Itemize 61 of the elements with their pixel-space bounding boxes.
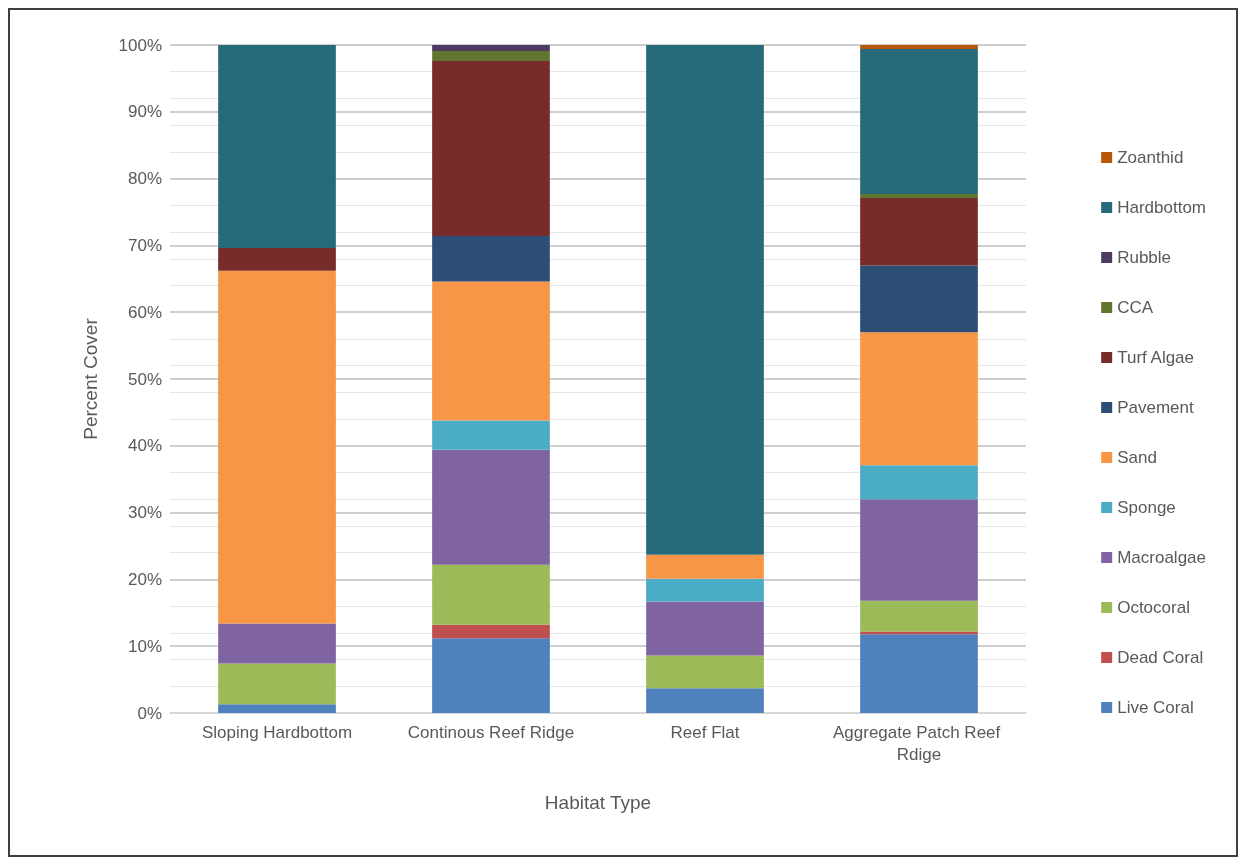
x-tick-label: Reef Flat <box>670 722 740 742</box>
bar <box>432 420 550 450</box>
x-tick-label: Sloping Hardbottom <box>201 722 353 742</box>
legend-label: Sponge <box>1117 498 1176 517</box>
bar <box>646 578 764 602</box>
bar <box>432 638 550 713</box>
bar <box>860 634 978 713</box>
y-tick-label: 50% <box>127 369 162 389</box>
bar <box>860 45 978 50</box>
y-tick-label: 30% <box>127 503 162 523</box>
y-tick-label: 10% <box>127 636 162 656</box>
y-tick-label: 100% <box>118 35 162 55</box>
y-tick-label: 70% <box>127 235 162 255</box>
bar <box>646 45 764 555</box>
bar <box>860 465 978 500</box>
bar <box>432 61 550 237</box>
y-tick-label: 80% <box>127 169 162 189</box>
y-tick-label: 40% <box>127 436 162 456</box>
bar <box>646 601 764 656</box>
bar <box>218 704 336 713</box>
x-tick-label: Aggregate Patch Reef Rdige <box>832 722 1006 764</box>
bar <box>860 499 978 601</box>
bar <box>646 688 764 713</box>
legend-label: Octocoral <box>1117 598 1190 617</box>
bar <box>218 663 336 705</box>
y-tick-label: 20% <box>127 569 162 589</box>
y-axis-title: Percent Cover <box>80 317 101 440</box>
legend-label: CCA <box>1117 298 1154 317</box>
legend-label: Hardbottom <box>1117 198 1206 217</box>
bar <box>646 655 764 689</box>
y-tick-label: 60% <box>127 302 162 322</box>
bar <box>646 554 764 579</box>
bar <box>432 281 550 421</box>
x-tick-label: Continous Reef Ridge <box>407 722 575 742</box>
x-axis-title: Habitat Type <box>544 792 652 813</box>
bar <box>860 265 978 333</box>
bar <box>432 449 550 565</box>
bar <box>432 51 550 62</box>
bar <box>432 236 550 282</box>
bar <box>432 564 550 625</box>
bar <box>860 332 978 466</box>
legend-label: Turf Algae <box>1117 348 1195 367</box>
legend-label: Dead Coral <box>1117 648 1204 667</box>
bar <box>860 49 978 194</box>
y-tick-label: 90% <box>127 102 162 122</box>
bar <box>860 197 978 266</box>
legend-label: Macroalgae <box>1117 548 1206 567</box>
legend-label: Live Coral <box>1117 698 1194 717</box>
bar <box>860 600 978 632</box>
bar <box>432 45 550 52</box>
legend-label: Pavement <box>1117 398 1194 417</box>
bar <box>218 270 336 624</box>
bar <box>218 248 336 271</box>
bar <box>860 193 978 198</box>
bar <box>218 45 336 249</box>
legend-label: Rubble <box>1117 248 1172 267</box>
bar <box>218 623 336 664</box>
bar <box>432 624 550 639</box>
legend-label: Zoanthid <box>1117 148 1184 167</box>
legend-label: Sand <box>1117 448 1157 467</box>
y-tick-label: 0% <box>137 703 162 723</box>
